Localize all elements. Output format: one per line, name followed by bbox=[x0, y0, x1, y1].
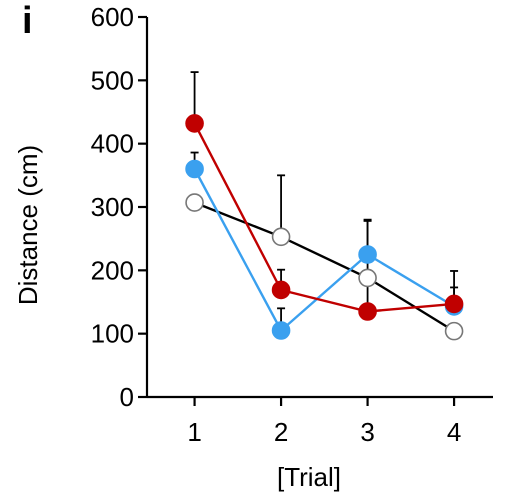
series-markers bbox=[185, 114, 464, 341]
data-point bbox=[271, 280, 291, 300]
x-tick-label: 4 bbox=[447, 417, 461, 447]
data-point bbox=[185, 193, 204, 212]
panel-label: i bbox=[22, 0, 33, 42]
data-point bbox=[271, 227, 291, 247]
y-tick-label: 300 bbox=[91, 192, 134, 222]
data-point bbox=[185, 114, 204, 133]
series-lines bbox=[193, 122, 455, 333]
x-tick-label: 3 bbox=[360, 417, 374, 447]
y-tick-label: 600 bbox=[91, 2, 134, 32]
data-point bbox=[444, 294, 464, 314]
y-tick-label: 400 bbox=[91, 129, 134, 159]
x-axis-title: [Trial] bbox=[277, 462, 341, 492]
y-axis-title: Distance (cm) bbox=[13, 145, 43, 305]
series-line bbox=[193, 168, 455, 333]
data-point bbox=[358, 302, 377, 321]
series-line bbox=[193, 122, 455, 313]
y-tick-label: 200 bbox=[91, 255, 134, 285]
data-point bbox=[271, 321, 291, 340]
data-point bbox=[358, 268, 377, 288]
data-point bbox=[185, 159, 204, 179]
data-point bbox=[444, 321, 464, 341]
axes: 0 100 200 300 400 500 600 1 2 3 4 bbox=[91, 2, 493, 447]
x-tick-label: 1 bbox=[187, 417, 201, 447]
data-point bbox=[358, 245, 377, 264]
x-tick-label: 2 bbox=[274, 417, 288, 447]
series-line bbox=[194, 201, 455, 333]
y-tick-label: 100 bbox=[91, 319, 134, 349]
y-tick-label: 0 bbox=[120, 382, 134, 412]
y-tick-label: 500 bbox=[91, 65, 134, 95]
